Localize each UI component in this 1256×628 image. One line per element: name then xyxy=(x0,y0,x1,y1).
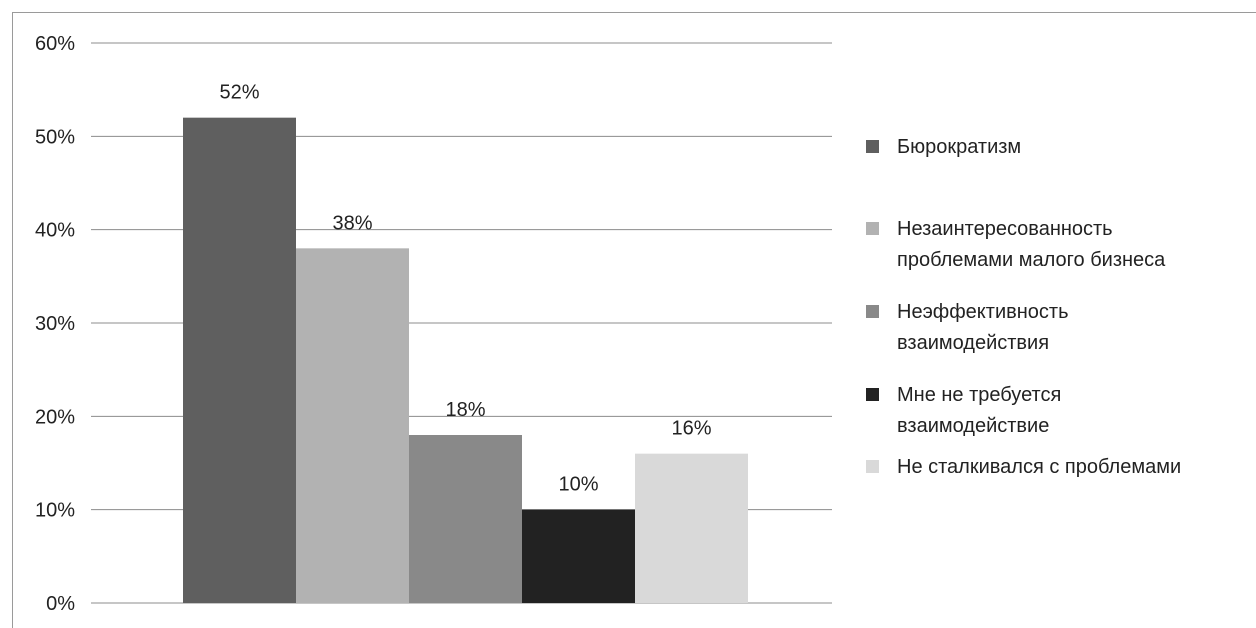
legend-entry-label: Мне не требуется xyxy=(897,384,1061,406)
y-tick-label: 0% xyxy=(46,593,75,615)
y-axis: 0% 10% 20% 30% 40% 50% 60% xyxy=(35,33,75,615)
bar xyxy=(522,509,635,603)
legend-entry-label: взаимодействие xyxy=(897,415,1049,437)
bar-value-label: 52% xyxy=(219,82,259,104)
chart-frame xyxy=(12,12,1256,628)
bar-value-label: 38% xyxy=(332,212,372,234)
legend-entry-label: Бюрократизм xyxy=(897,136,1021,158)
legend-swatch xyxy=(866,460,879,473)
y-tick-label: 40% xyxy=(35,220,75,242)
legend-entry-label: Неэффективность xyxy=(897,301,1068,323)
legend-swatch xyxy=(866,388,879,401)
bar xyxy=(635,453,748,603)
y-tick-label: 10% xyxy=(35,500,75,522)
legend-swatch xyxy=(866,222,879,235)
y-tick-label: 20% xyxy=(35,406,75,428)
bar-value-label: 18% xyxy=(445,399,485,421)
legend-swatch xyxy=(866,305,879,318)
legend: Бюрократизм Незаинтересованность проблемам… xyxy=(866,136,1181,478)
legend-swatch xyxy=(866,140,879,153)
bars xyxy=(183,117,748,604)
legend-entry-label: проблемами малого бизнеса xyxy=(897,249,1166,271)
bar xyxy=(183,117,296,604)
data-labels: 52% 38% 18% 10% 16% xyxy=(219,82,711,496)
legend-entry-label: взаимодействия xyxy=(897,332,1049,354)
y-tick-label: 60% xyxy=(35,33,75,55)
y-tick-label: 50% xyxy=(35,126,75,148)
bar xyxy=(296,248,409,604)
bar-value-label: 10% xyxy=(558,474,598,496)
bar-value-label: 16% xyxy=(671,418,711,440)
bar xyxy=(409,435,522,603)
legend-entry-label: Незаинтересованность xyxy=(897,218,1113,240)
legend-entry-label: Не сталкивался с проблемами xyxy=(897,456,1181,478)
y-tick-label: 30% xyxy=(35,313,75,335)
